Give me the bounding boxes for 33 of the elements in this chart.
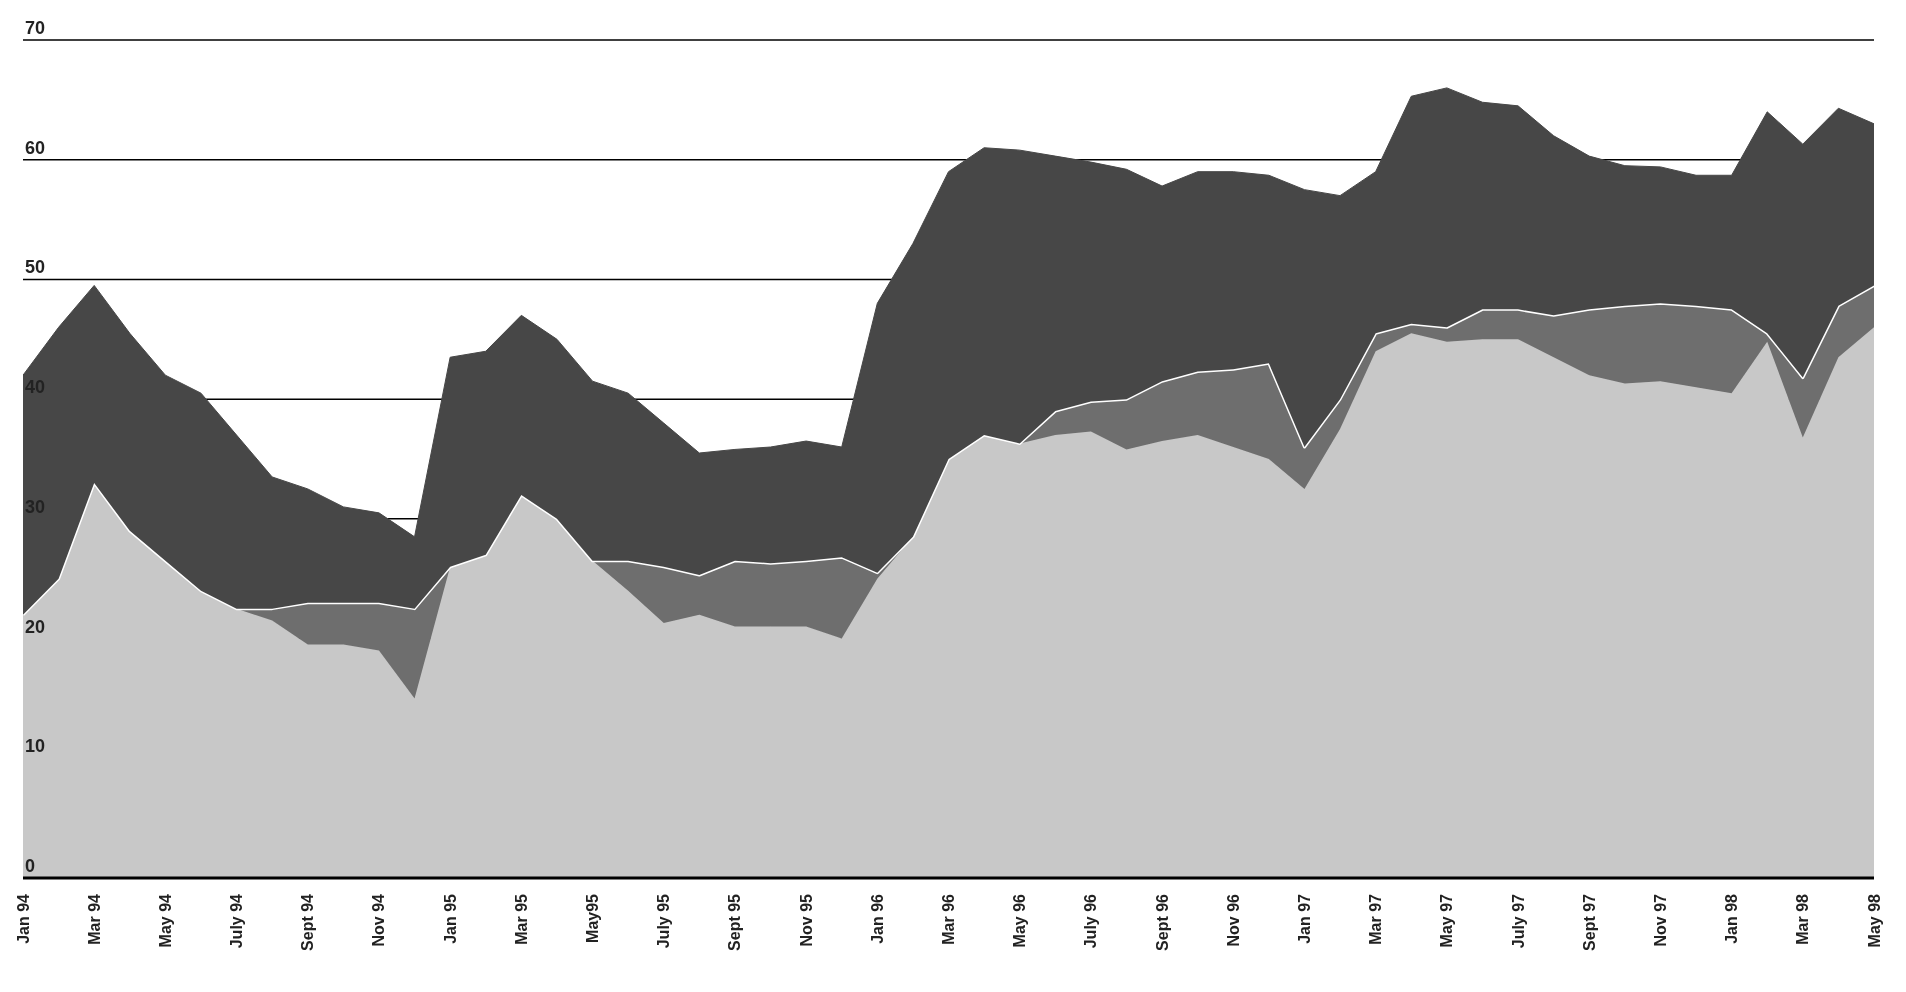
x-tick-label: Sept 95 [726, 893, 744, 951]
y-tick-label: 10 [25, 736, 46, 757]
x-tick-label: Nov 97 [1651, 893, 1669, 947]
x-tick-label: Sept 94 [299, 893, 317, 951]
y-tick-label: 0 [25, 856, 36, 876]
x-tick-label: Sept 96 [1153, 893, 1171, 951]
x-tick-label: May 96 [1011, 893, 1029, 948]
x-tick-label: Nov 94 [370, 893, 388, 947]
x-tick-label: July 96 [1082, 893, 1100, 949]
x-tick-label: Mar 98 [1794, 893, 1812, 945]
x-tick-label: Mar 94 [85, 893, 103, 945]
x-tick-label: Sept 97 [1580, 893, 1598, 951]
x-tick-label: May95 [584, 893, 602, 943]
y-tick-label: 20 [25, 616, 46, 637]
x-tick-label: Jan 97 [1295, 893, 1313, 944]
x-tick-label: Mar 95 [512, 893, 530, 945]
x-tick-label: July 94 [228, 893, 246, 949]
x-tick-label: May 94 [156, 893, 174, 948]
x-tick-label: Jan 98 [1723, 893, 1741, 944]
x-tick-label: May 97 [1438, 893, 1456, 948]
y-tick-label: 50 [25, 257, 46, 278]
x-tick-label: Nov 96 [1224, 893, 1242, 947]
y-tick-label: 60 [25, 137, 46, 158]
x-tick-label: July 97 [1509, 893, 1527, 949]
x-tick-label: July 95 [655, 893, 673, 949]
x-tick-label: Jan 96 [868, 893, 886, 944]
y-tick-label: 70 [25, 18, 46, 38]
x-tick-label: Mar 96 [940, 893, 957, 945]
x-tick-label: Nov 95 [797, 893, 815, 947]
x-tick-label: Jan 95 [441, 893, 459, 944]
x-tick-label: Mar 97 [1367, 893, 1385, 945]
x-tick-label: Jan 94 [14, 893, 32, 944]
x-tick-label: May 98 [1865, 893, 1883, 948]
